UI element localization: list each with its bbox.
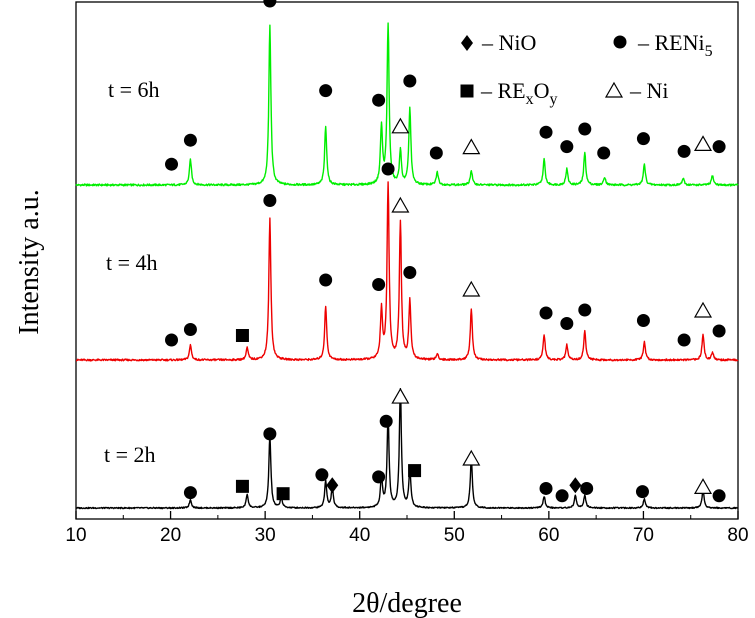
reni5-marker-icon: [372, 470, 386, 484]
rexoy-marker-icon: [460, 84, 474, 98]
reni5-marker-icon: [580, 481, 594, 495]
reni5-marker-icon: [712, 140, 726, 154]
x-tick-label: 80: [727, 525, 748, 546]
reni5-marker-icon: [183, 133, 197, 147]
series-2: t = 2h: [75, 387, 739, 510]
ni-marker-icon: [604, 81, 624, 98]
reni5-marker-icon: [315, 468, 329, 482]
nio-marker-icon: [326, 477, 339, 494]
reni5-marker-icon: [578, 303, 592, 317]
reni5-marker-icon: [263, 427, 277, 441]
nio-marker-icon: [461, 35, 473, 51]
ni-marker-icon: [391, 117, 410, 134]
ni-marker-icon: [462, 280, 481, 297]
reni5-marker-icon: [319, 84, 333, 98]
reni5-marker-icon: [578, 122, 592, 136]
x-tick-label: 70: [633, 525, 654, 546]
ni-marker-icon: [693, 478, 713, 494]
reni5-marker-icon: [403, 74, 417, 88]
reni5-marker-icon: [263, 194, 277, 207]
x-tick-label: 10: [65, 525, 86, 546]
series-line: [75, 22, 739, 187]
ni-marker-icon: [391, 196, 410, 213]
legend-entry-label: – RExOy: [480, 78, 558, 108]
reni5-marker-icon: [539, 125, 553, 139]
legend-subscript: 5: [705, 43, 713, 60]
reni5-marker-icon: [635, 485, 649, 499]
reni5-marker-icon: [183, 486, 197, 500]
reni5-marker-icon: [636, 132, 650, 146]
legend-subscript: x: [526, 91, 534, 108]
reni5-marker-icon: [539, 306, 553, 320]
series-label: t = 2h: [104, 442, 156, 467]
reni5-marker-icon: [165, 333, 179, 347]
legend-text-part: O: [534, 78, 550, 103]
reni5-marker-icon: [372, 93, 386, 107]
series-1: t = 4h: [75, 162, 739, 362]
legend-entry-label: – NiO: [481, 30, 536, 55]
reni5-marker-icon: [381, 162, 395, 176]
x-tick-label: 50: [444, 525, 465, 546]
reni5-marker-icon: [555, 489, 569, 503]
reni5-marker-icon: [379, 414, 393, 428]
legend-entry-label: – RENi5: [637, 30, 713, 60]
series-label: t = 6h: [108, 77, 160, 102]
reni5-marker-icon: [677, 144, 691, 158]
rexoy-marker-icon: [408, 464, 422, 478]
ni-marker-icon: [462, 138, 481, 155]
reni5-marker-icon: [677, 333, 691, 347]
legend-entry-label: – Ni: [629, 78, 669, 103]
reni5-marker-icon: [319, 273, 333, 287]
nio-marker-icon: [569, 477, 582, 494]
reni5-marker-icon: [560, 140, 574, 154]
reni5-marker-icon: [165, 157, 179, 171]
series-line: [75, 388, 739, 510]
reni5-marker-icon: [560, 317, 574, 330]
rexoy-marker-icon: [235, 479, 249, 493]
reni5-marker-icon: [613, 35, 627, 49]
x-tick-label: 40: [349, 525, 370, 546]
x-tick-label: 30: [255, 525, 276, 546]
ni-marker-icon: [391, 387, 410, 404]
reni5-marker-icon: [183, 323, 197, 336]
x-tick-label: 60: [538, 525, 559, 546]
ni-marker-icon: [693, 301, 713, 318]
legend: – NiO – RENi5 – RExOy – Ni: [460, 30, 713, 108]
series-label: t = 4h: [106, 250, 158, 275]
ni-marker-icon: [462, 449, 481, 466]
plot-area: t = 6h t = 4h t = 2h: [75, 0, 739, 510]
reni5-marker-icon: [403, 266, 417, 279]
x-tick-label: 20: [160, 525, 181, 546]
rexoy-marker-icon: [276, 487, 290, 501]
x-axis-title: 2θ/degree: [352, 588, 462, 618]
reni5-marker-icon: [263, 0, 277, 8]
x-axis: 10 20 30 40 50 60 70 80: [65, 511, 749, 546]
reni5-marker-icon: [712, 489, 726, 503]
reni5-marker-icon: [372, 278, 386, 291]
reni5-marker-icon: [636, 314, 650, 327]
legend-subscript: y: [550, 91, 558, 108]
y-axis-title: Intensity a.u.: [14, 189, 45, 334]
rexoy-marker-icon: [235, 329, 249, 342]
reni5-marker-icon: [429, 146, 443, 160]
reni5-marker-icon: [539, 481, 553, 495]
reni5-marker-icon: [597, 146, 611, 160]
ni-marker-icon: [693, 135, 713, 151]
reni5-marker-icon: [712, 324, 726, 338]
series-line: [75, 181, 739, 362]
series-0: t = 6h: [75, 0, 739, 187]
